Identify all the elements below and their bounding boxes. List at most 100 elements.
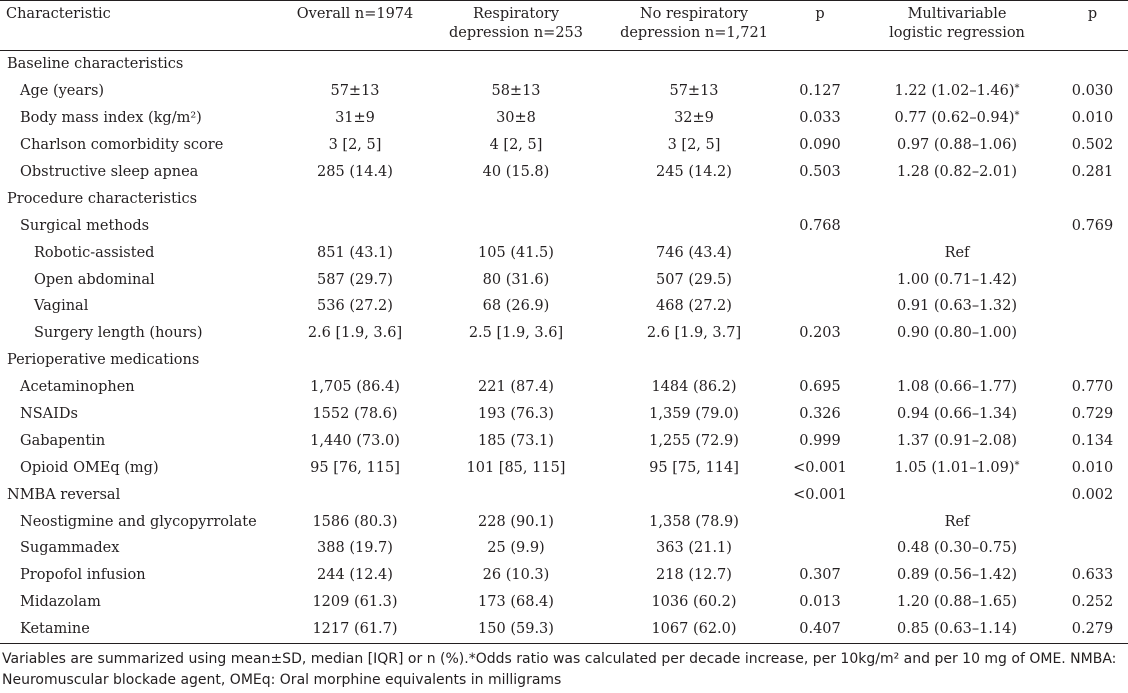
odds-ratio-cell-value: 1.08 (0.66–1.77) [896, 379, 1018, 396]
odds-ratio-cell: 1.05 (1.01–1.09)* [857, 454, 1057, 481]
adjusted-p-value-cell-value: 0.502 [1071, 137, 1114, 154]
respiratory-depression-cell: 101 [85, 115] [427, 454, 605, 481]
overall-cell-value: 3 [2, 5] [328, 137, 382, 154]
overall-cell-value: 1217 (61.7) [312, 621, 398, 638]
adjusted-p-value-cell: 0.729 [1057, 401, 1128, 428]
p-value-cell-value: 0.407 [799, 621, 841, 638]
overall-cell-value: 587 (29.7) [317, 271, 393, 288]
characteristic-label: Baseline characteristics [7, 56, 184, 73]
no-respiratory-depression-cell: 507 (29.5) [605, 266, 783, 293]
respiratory-depression-cell-value: 173 (68.4) [478, 594, 554, 611]
p-value-cell [783, 508, 857, 535]
overall-cell-value: 388 (19.7) [317, 540, 393, 557]
no-respiratory-depression-cell [605, 212, 783, 239]
respiratory-depression-cell [427, 347, 605, 374]
no-respiratory-depression-cell: 3 [2, 5] [605, 132, 783, 159]
overall-cell-value: 244 (12.4) [317, 567, 393, 584]
adjusted-p-value-cell [1057, 347, 1128, 374]
section-row: Baseline characteristics [0, 51, 1128, 78]
odds-ratio-cell: 0.94 (0.66–1.34) [857, 401, 1057, 428]
overall-cell: 1209 (61.3) [283, 589, 427, 616]
odds-ratio-cell: Ref [857, 508, 1057, 535]
section-row: Perioperative medications [0, 347, 1128, 374]
table-row: NSAIDs 1552 (78.6) 193 (76.3) 1,359 (79.0) 0… [0, 401, 1128, 428]
characteristic-label: Neostigmine and glycopyrrolate [20, 513, 257, 530]
adjusted-p-value-cell-value: 0.002 [1071, 486, 1114, 503]
adjusted-p-value-cell: 0.633 [1057, 562, 1128, 589]
overall-cell: 388 (19.7) [283, 535, 427, 562]
odds-ratio-cell: 0.77 (0.62–0.94)* [857, 105, 1057, 132]
adjusted-p-value-cell: 0.002 [1057, 481, 1128, 508]
respiratory-depression-cell: 173 (68.4) [427, 589, 605, 616]
table-row: Propofol infusion 244 (12.4) 26 (10.3) 218 … [0, 562, 1128, 589]
characteristic-label: Open abdominal [34, 271, 155, 288]
respiratory-depression-cell-value: 68 (26.9) [482, 298, 550, 315]
overall-cell [283, 51, 427, 78]
respiratory-depression-cell [427, 51, 605, 78]
respiratory-depression-cell: 80 (31.6) [427, 266, 605, 293]
p-value-cell-value: 0.127 [799, 83, 841, 100]
p-value-cell-value: <0.001 [793, 486, 847, 503]
header-p: p [815, 6, 825, 22]
table-row: Sugammadex 388 (19.7) 25 (9.9) 363 (21.1) 0.… [0, 535, 1128, 562]
overall-cell: 244 (12.4) [283, 562, 427, 589]
no-respiratory-depression-cell: 1,358 (78.9) [605, 508, 783, 535]
p-value-cell-value: 0.307 [799, 567, 841, 584]
table-row: Gabapentin 1,440 (73.0) 185 (73.1) 1,255 (7… [0, 427, 1128, 454]
respiratory-depression-cell-value: 26 (10.3) [482, 567, 550, 584]
respiratory-depression-cell: 58±13 [427, 78, 605, 105]
p-value-cell: 0.503 [783, 159, 857, 186]
odds-ratio-cell: 0.89 (0.56–1.42) [857, 562, 1057, 589]
p-value-cell [783, 347, 857, 374]
overall-cell-value: 1586 (80.3) [312, 513, 398, 530]
p-value-cell: 0.768 [783, 212, 857, 239]
overall-cell: 1552 (78.6) [283, 401, 427, 428]
overall-cell: 587 (29.7) [283, 266, 427, 293]
table-body: Baseline characteristics Age (years) 57±13… [0, 51, 1128, 644]
no-respiratory-depression-cell-value: 245 (14.2) [656, 164, 732, 180]
p-value-cell [783, 266, 857, 293]
odds-ratio-cell [857, 185, 1057, 212]
adjusted-p-value-cell: 0.010 [1057, 105, 1128, 132]
p-value-cell-value: 0.090 [799, 137, 841, 154]
no-respiratory-depression-cell-value: 1,359 (79.0) [649, 406, 739, 423]
odds-ratio-cell-value: 0.91 (0.63–1.32) [896, 298, 1018, 315]
no-respiratory-depression-cell: 1067 (62.0) [605, 616, 783, 643]
odds-ratio-cell: 0.97 (0.88–1.06) [857, 132, 1057, 159]
no-respiratory-depression-cell: 95 [75, 114] [605, 454, 783, 481]
table-row: Body mass index (kg/m²) 31±9 30±8 32±9 0.033… [0, 105, 1128, 132]
odds-ratio-cell-value: 1.37 (0.91–2.08) [896, 432, 1018, 449]
p-value-cell [783, 293, 857, 320]
characteristic-label: Age (years) [20, 83, 105, 100]
no-respiratory-depression-cell-value: 218 (12.7) [656, 567, 732, 584]
respiratory-depression-cell: 30±8 [427, 105, 605, 132]
no-respiratory-depression-cell-value: 3 [2, 5] [667, 137, 721, 154]
no-respiratory-depression-cell-value: 363 (21.1) [656, 540, 732, 557]
overall-cell [283, 212, 427, 239]
adjusted-p-value-cell-value: 0.769 [1071, 217, 1114, 234]
odds-ratio-cell: 0.91 (0.63–1.32) [857, 293, 1057, 320]
adjusted-p-value-cell: 0.030 [1057, 78, 1128, 105]
odds-ratio-cell: 0.90 (0.80–1.00) [857, 320, 1057, 347]
odds-ratio-cell [857, 51, 1057, 78]
header-multivariable-logistic-regression: Multivariable logistic regression [889, 6, 1025, 41]
odds-ratio-cell-value: 0.89 (0.56–1.42) [896, 567, 1018, 584]
respiratory-depression-cell [427, 212, 605, 239]
table-row: Neostigmine and glycopyrrolate 1586 (80.3… [0, 508, 1128, 535]
p-value-cell [783, 185, 857, 212]
adjusted-p-value-cell [1057, 266, 1128, 293]
overall-cell: 2.6 [1.9, 3.6] [283, 320, 427, 347]
no-respiratory-depression-cell: 57±13 [605, 78, 783, 105]
overall-cell [283, 347, 427, 374]
header-respiratory-depression: Respiratory depression n=253 [448, 6, 584, 41]
respiratory-depression-cell-value: 185 (73.1) [478, 432, 554, 449]
header-p-adjusted: p [1087, 6, 1098, 22]
section-row: Procedure characteristics [0, 185, 1128, 212]
characteristic-label: Charlson comorbidity score [20, 137, 224, 154]
odds-ratio-cell-value: 0.94 (0.66–1.34) [896, 406, 1018, 423]
header-no-respiratory-depression: No respiratory depression n=1,721 [620, 6, 768, 41]
adjusted-p-value-cell [1057, 535, 1128, 562]
adjusted-p-value-cell-value: 0.010 [1071, 459, 1114, 476]
overall-cell: 3 [2, 5] [283, 132, 427, 159]
